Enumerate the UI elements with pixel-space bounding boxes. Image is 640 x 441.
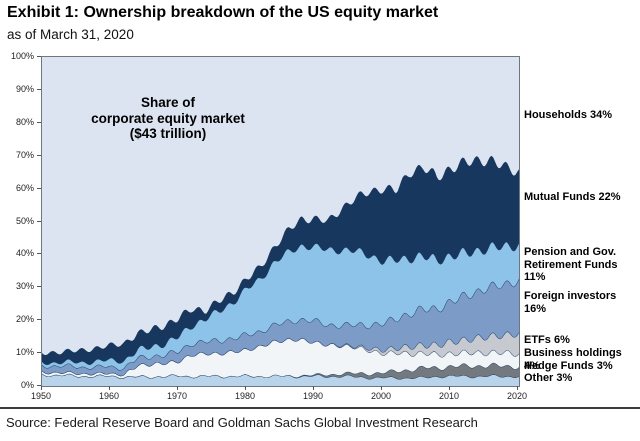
label-mutual-funds: Mutual Funds 22%: [524, 191, 621, 203]
area-hedge-funds: [42, 362, 519, 380]
area-foreign-investors: [42, 278, 519, 376]
annotation-line-1: Share of: [140, 95, 195, 110]
plot-area: [41, 56, 520, 387]
y-tick-mark: [37, 286, 41, 288]
x-tick-label: 1960: [98, 391, 120, 401]
x-tick-mark: [109, 386, 110, 390]
x-tick-mark: [381, 386, 382, 390]
label-households: Households 34%: [524, 109, 613, 121]
y-tick-mark: [37, 319, 41, 321]
y-tick-mark: [37, 187, 41, 189]
chart-annotation: Share of corporate equity market ($43 tr…: [78, 95, 258, 142]
x-tick-label: 1970: [166, 391, 188, 401]
y-tick-label: 90%: [15, 83, 34, 94]
y-tick-mark: [37, 56, 41, 57]
x-tick-label: 2020: [506, 391, 528, 401]
label-etfs: ETFs 6%: [524, 334, 570, 346]
x-tick-mark: [177, 386, 178, 390]
page-title: Exhibit 1: Ownership breakdown of the US…: [7, 4, 439, 21]
y-tick-label: 70%: [15, 149, 34, 160]
y-tick-mark: [37, 154, 41, 156]
x-tick-mark: [517, 386, 518, 390]
y-tick-mark: [37, 121, 41, 123]
y-tick-mark: [37, 220, 41, 222]
area-business-holdings: [42, 338, 519, 379]
area-households: [42, 57, 519, 356]
label-hedge-funds: Hedge Funds 3%: [524, 360, 613, 372]
footer-divider: [0, 407, 640, 409]
y-tick-label: 30%: [15, 281, 34, 292]
area-other: [42, 373, 519, 386]
as-of-date: as of March 31, 2020: [7, 27, 134, 42]
y-tick-label: 80%: [15, 116, 34, 127]
annotation-line-3: ($43 trillion): [129, 126, 207, 141]
x-tick-mark: [313, 386, 314, 390]
y-tick-mark: [37, 352, 41, 354]
x-tick-mark: [41, 386, 42, 390]
label-pension-funds: Pension and Gov. Retirement Funds 11%: [524, 246, 618, 283]
x-tick-label: 1990: [302, 391, 324, 401]
x-tick-label: 2010: [438, 391, 460, 401]
y-tick-label: 40%: [15, 248, 34, 259]
label-other: Other 3%: [524, 372, 573, 384]
source-note: Source: Federal Reserve Board and Goldma…: [6, 415, 478, 430]
stacked-area-svg: [42, 57, 519, 386]
y-tick-mark: [37, 253, 41, 255]
y-tick-label: 100%: [10, 51, 34, 61]
y-tick-label: 10%: [15, 347, 34, 358]
x-tick-mark: [449, 386, 450, 390]
area-pension-and-gov-retirement-funds: [42, 241, 519, 371]
area-mutual-funds: [42, 155, 519, 365]
y-tick-mark: [37, 385, 41, 386]
y-tick-label: 60%: [15, 182, 34, 193]
y-tick-label: 50%: [15, 215, 34, 226]
y-tick-mark: [37, 88, 41, 90]
y-tick-label: 0%: [20, 380, 34, 390]
label-business-holdings: Business holdings 4%: [524, 347, 622, 372]
x-tick-label: 2000: [370, 391, 392, 401]
x-tick-mark: [245, 386, 246, 390]
x-tick-label: 1980: [234, 391, 256, 401]
annotation-line-2: corporate equity market: [91, 110, 245, 126]
x-tick-label: 1950: [30, 391, 52, 401]
label-foreign-investors: Foreign investors 16%: [524, 290, 617, 315]
y-tick-label: 20%: [15, 314, 34, 325]
